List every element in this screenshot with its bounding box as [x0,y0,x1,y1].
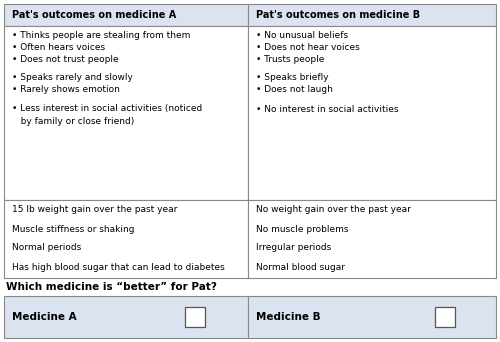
Text: • Thinks people are stealing from them: • Thinks people are stealing from them [12,30,190,39]
Text: Muscle stiffness or shaking: Muscle stiffness or shaking [12,224,134,234]
Bar [4,26,248,200]
Text: Normal blood sugar: Normal blood sugar [256,263,345,272]
Text: Medicine B: Medicine B [256,312,320,322]
Text: by family or close friend): by family or close friend) [12,117,134,126]
Text: Has high blood sugar that can lead to diabetes: Has high blood sugar that can lead to di… [12,263,225,272]
Text: • Less interest in social activities (noticed: • Less interest in social activities (no… [12,105,202,114]
Text: Pat's outcomes on medicine B: Pat's outcomes on medicine B [256,10,420,20]
Text: No muscle problems: No muscle problems [256,224,348,234]
Text: • Does not laugh: • Does not laugh [256,86,333,94]
Text: • Does not trust people: • Does not trust people [12,54,118,64]
Bar [248,200,496,278]
Text: • Often hears voices: • Often hears voices [12,42,105,52]
Text: • Does not hear voices: • Does not hear voices [256,42,360,52]
Text: • No interest in social activities: • No interest in social activities [256,105,398,114]
Text: • Trusts people: • Trusts people [256,54,324,64]
Bar [185,307,205,327]
Bar [4,296,248,338]
Text: Normal periods: Normal periods [12,244,81,252]
Text: No weight gain over the past year: No weight gain over the past year [256,206,411,214]
Bar [248,296,496,338]
Bar [4,4,248,26]
Bar [435,307,455,327]
Text: Medicine A: Medicine A [12,312,76,322]
Text: • No unusual beliefs: • No unusual beliefs [256,30,348,39]
Bar [248,26,496,200]
Text: Irregular periods: Irregular periods [256,244,331,252]
Text: • Speaks rarely and slowly: • Speaks rarely and slowly [12,74,133,82]
Text: 15 lb weight gain over the past year: 15 lb weight gain over the past year [12,206,177,214]
Bar [4,200,248,278]
Text: • Speaks briefly: • Speaks briefly [256,74,328,82]
Text: • Rarely shows emotion: • Rarely shows emotion [12,86,120,94]
Text: Pat's outcomes on medicine A: Pat's outcomes on medicine A [12,10,176,20]
Text: Which medicine is “better” for Pat?: Which medicine is “better” for Pat? [6,282,217,292]
Bar [248,4,496,26]
